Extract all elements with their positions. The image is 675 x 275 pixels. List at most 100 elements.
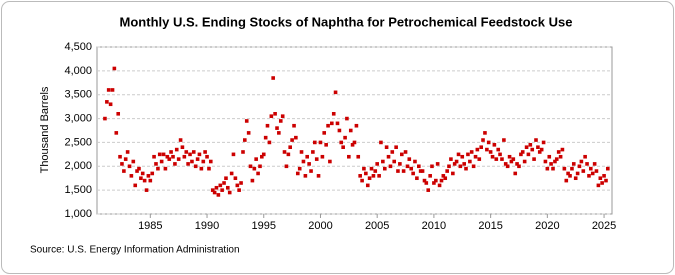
data-point [560,147,565,152]
data-point [250,178,255,183]
data-point [208,159,213,164]
data-point [464,166,468,171]
data-point [536,145,540,149]
data-point [123,157,128,161]
data-point [392,159,397,164]
x-tick-label: 2010 [422,220,446,232]
data-point [407,157,412,161]
data-point [564,178,569,183]
data-point [305,154,309,159]
data-point [191,150,196,154]
data-point [318,140,323,145]
data-point [294,135,298,140]
data-point [273,112,277,116]
data-point [105,100,109,104]
y-tick-label: 2,000 [64,160,92,172]
data-point [520,150,525,154]
data-point [537,150,542,154]
data-point [532,157,536,161]
data-point [566,171,570,176]
data-point [401,169,406,173]
data-point [354,123,359,128]
data-point [524,145,529,149]
y-tick-label: 2,500 [64,136,92,148]
data-point [396,169,400,173]
data-point [333,90,338,95]
data-point [186,162,190,166]
data-point [405,164,410,169]
data-point [233,176,238,181]
data-point [494,157,499,161]
data-point [496,147,501,152]
data-point [135,169,139,173]
data-point [439,178,444,183]
data-point [159,159,164,164]
data-point [303,174,308,178]
x-tick-label: 2005 [365,220,389,232]
data-point [190,159,194,164]
data-point [382,166,387,171]
x-tick-label: 2025 [592,220,616,232]
data-point [388,164,393,169]
data-point [477,157,482,161]
data-point [517,164,521,169]
data-point [367,176,372,181]
data-point [229,171,234,176]
data-point [326,123,330,128]
data-point [307,162,311,166]
data-point [583,154,587,159]
data-point [225,185,230,190]
data-point [199,166,204,171]
data-point [282,150,287,154]
data-point [558,154,563,159]
data-point [454,159,459,164]
data-point [341,145,345,149]
data-point [350,143,355,147]
data-point [585,162,589,166]
data-point [587,174,591,178]
data-point [522,159,527,164]
data-point [358,174,362,178]
y-tick-label: 1,500 [64,184,92,196]
data-point [295,171,300,176]
data-point [201,159,206,164]
y-tick-label: 3,000 [64,112,92,124]
data-point [362,166,366,171]
data-point [452,162,457,166]
data-point [515,162,519,166]
data-point [549,162,553,166]
data-point [271,76,275,80]
data-point [490,154,495,159]
data-point [330,121,334,126]
data-point [193,164,198,169]
data-point [260,154,264,159]
data-point [509,159,514,164]
data-point [133,183,138,188]
data-point [398,162,402,166]
data-point [547,154,552,159]
data-point [256,171,260,176]
data-point [390,150,395,154]
data-point [534,138,538,142]
data-point [426,188,431,192]
data-point [129,174,134,178]
data-point [171,154,175,159]
data-point [311,150,315,154]
data-point [252,166,257,171]
data-point [227,190,232,195]
data-point [224,176,228,181]
data-point [312,140,317,145]
data-point [182,154,187,159]
data-point [488,150,493,154]
data-point [237,188,241,192]
data-point [360,178,364,183]
data-point [347,154,351,159]
data-point [600,181,604,185]
data-point [137,166,141,171]
data-point [122,169,126,173]
data-point [331,112,336,116]
data-point [590,171,595,176]
data-point [118,154,122,159]
data-point [403,150,408,154]
data-point [222,181,226,185]
